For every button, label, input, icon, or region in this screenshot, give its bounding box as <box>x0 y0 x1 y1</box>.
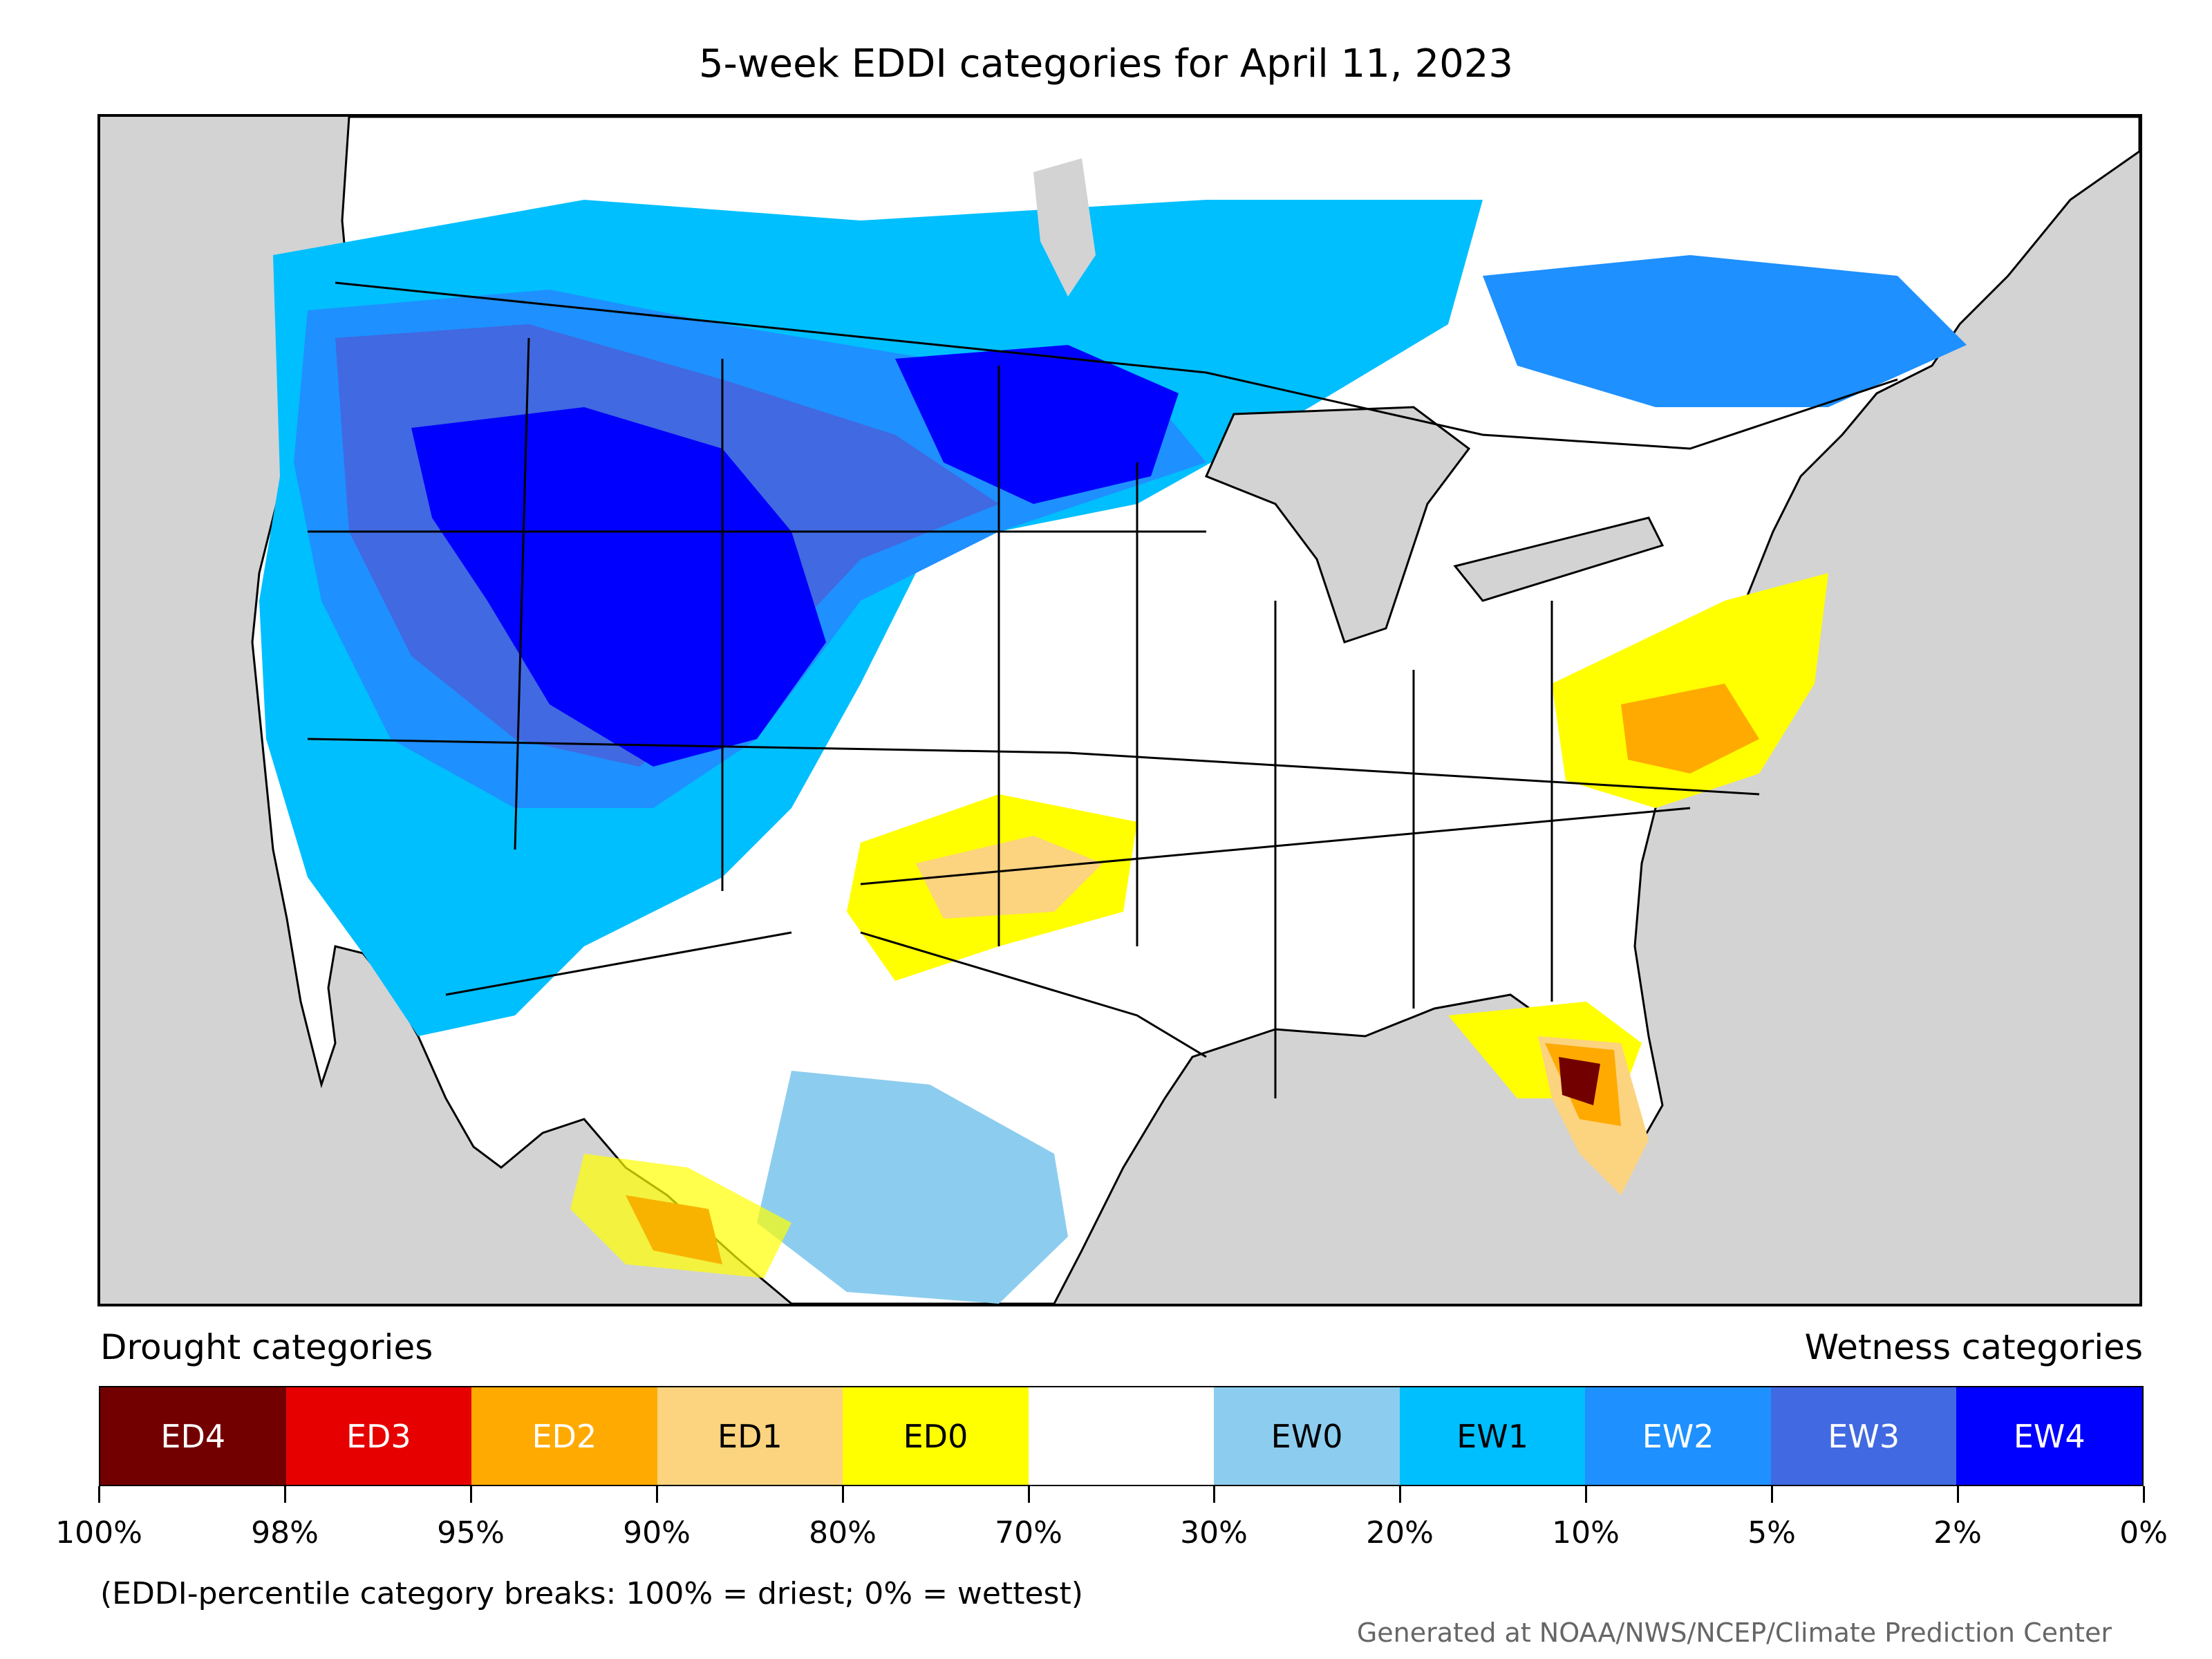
colorbar-cell-ed3: ED3 <box>285 1387 472 1485</box>
colorbar-tick-label: 98% <box>251 1515 319 1550</box>
category-breaks-note: (EDDI-percentile category breaks: 100% =… <box>100 1576 1083 1611</box>
colorbar-tick-label: 100% <box>55 1515 142 1550</box>
colorbar-tick <box>1213 1486 1215 1503</box>
colorbar-tick <box>1028 1486 1030 1503</box>
drought-ed0-mexico <box>570 1154 791 1278</box>
colorbar-tick <box>284 1486 286 1503</box>
eddi-map <box>97 114 2142 1306</box>
great-lakes <box>1204 406 1471 644</box>
colorbar-tick-label: 20% <box>1366 1515 1434 1550</box>
map-canvas <box>251 117 2139 1304</box>
colorbar-tick-label: 80% <box>809 1515 877 1550</box>
drought-ed2-virginia <box>1621 684 1759 774</box>
credit-line: Generated at NOAA/NWS/NCEP/Climate Predi… <box>1356 1618 2112 1648</box>
colorbar-cell-ew4: EW4 <box>1956 1387 2143 1485</box>
wetness-ew4-north-plains <box>895 345 1179 504</box>
colorbar-tick <box>98 1486 100 1503</box>
colorbar-tick-label: 70% <box>995 1515 1062 1550</box>
colorbar-tick <box>1771 1486 1773 1503</box>
colorbar-tick-label: 5% <box>1747 1515 1796 1550</box>
colorbar-tick-label: 10% <box>1552 1515 1620 1550</box>
category-colorbar: ED4 ED3 ED2 ED1 ED0 EW0 EW1 EW2 EW3 EW4 <box>99 1386 2144 1486</box>
colorbar-tick <box>1957 1486 1959 1503</box>
colorbar-tick <box>656 1486 658 1503</box>
colorbar-tick-label: 90% <box>623 1515 691 1550</box>
colorbar-cell-ed0: ED0 <box>843 1387 1029 1485</box>
wetness-categories-label: Wetness categories <box>1804 1327 2143 1367</box>
colorbar-cell-ew1: EW1 <box>1399 1387 1586 1485</box>
colorbar-cell-ew3: EW3 <box>1770 1387 1957 1485</box>
colorbar-tick-label: 30% <box>1180 1515 1248 1550</box>
colorbar-cell-ed2: ED2 <box>471 1387 657 1485</box>
colorbar-cell-ew0: EW0 <box>1214 1387 1400 1485</box>
lake-erie-ontario <box>1453 516 1665 602</box>
colorbar-cell-ed4: ED4 <box>100 1387 286 1485</box>
colorbar-tick <box>1399 1486 1401 1503</box>
colorbar-cell-normal <box>1028 1387 1215 1485</box>
drought-ed1-southern-plains <box>916 836 1103 919</box>
colorbar-cell-ed1: ED1 <box>657 1387 843 1485</box>
colorbar-tick <box>842 1486 844 1503</box>
wetness-ew0-south <box>757 1071 1068 1304</box>
colorbar-tick-label: 95% <box>437 1515 505 1550</box>
colorbar-tick-label: 2% <box>1933 1515 1982 1550</box>
drought-categories-label: Drought categories <box>100 1327 433 1367</box>
colorbar-tick-label: 0% <box>2119 1515 2168 1550</box>
colorbar-ticks: 100% 98% 95% 90% 80% 70% 30% 20% 10% 5% 2% 0% <box>55 1486 2168 1569</box>
colorbar-tick <box>470 1486 472 1503</box>
colorbar-tick <box>2143 1486 2145 1503</box>
political-borders <box>307 281 1898 1098</box>
wetness-ew2-east-canada <box>1483 255 1967 407</box>
map-title: 5-week EDDI categories for April 11, 202… <box>698 41 1514 86</box>
colorbar-tick <box>1585 1486 1587 1503</box>
hudson-bay-lake <box>1033 158 1096 297</box>
drought-ed4-florida <box>1559 1057 1600 1105</box>
colorbar-cell-ew2: EW2 <box>1585 1387 1771 1485</box>
